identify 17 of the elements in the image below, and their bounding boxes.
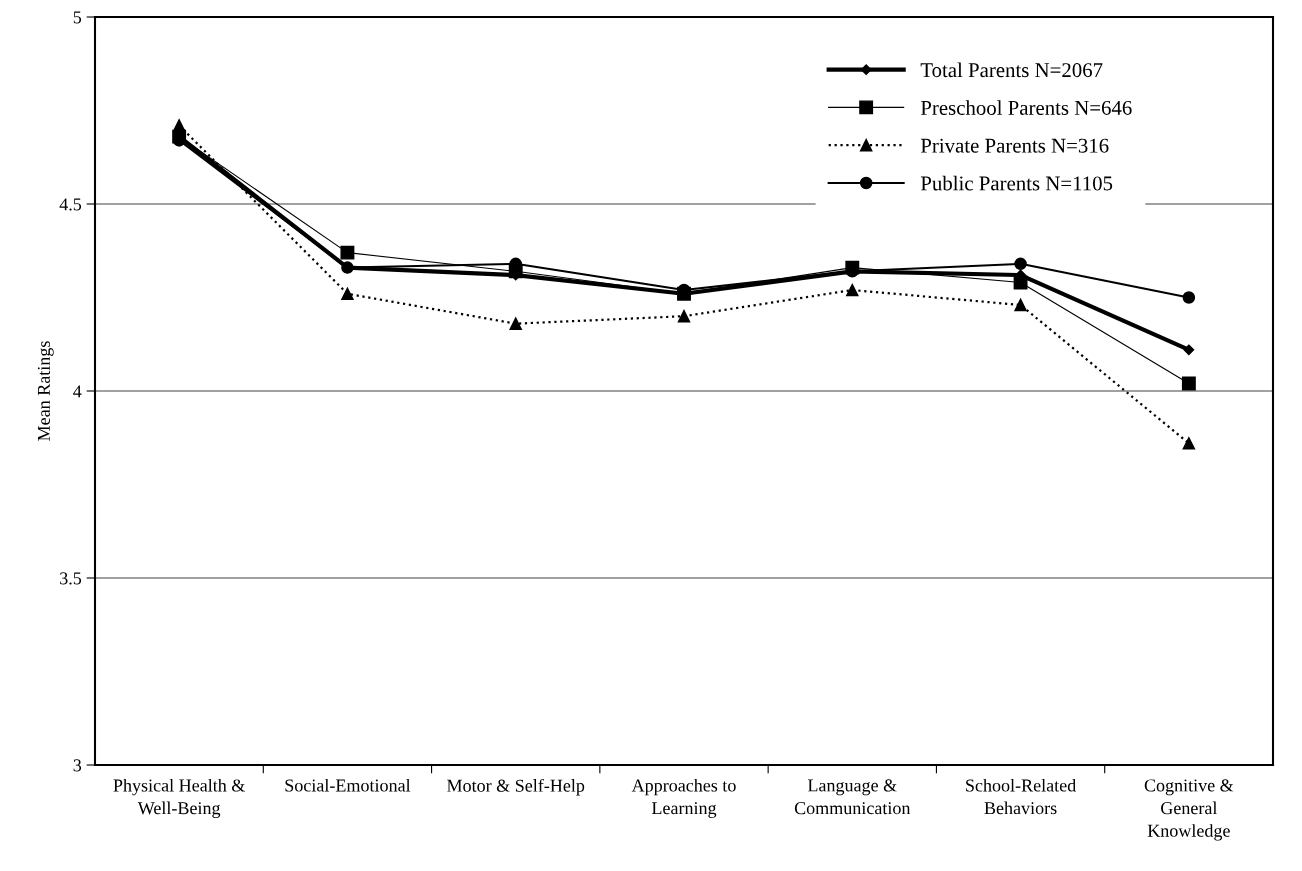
y-tick-label: 3 (73, 759, 82, 772)
x-tick-label: Language & Communication (794, 779, 911, 815)
legend-label: Public Parents N=1105 (920, 175, 1113, 191)
y-axis-title: Mean Ratings (37, 341, 54, 441)
y-tick-label: 4.5 (59, 198, 82, 211)
x-tick-label: Approaches to Learning (631, 778, 736, 818)
x-tick-label: Physical Health & Well-Being (113, 778, 246, 818)
x-tick-label: School-Related Behaviors (966, 778, 1077, 815)
x-tick-label: Cognitive & General Knowledge (1144, 779, 1234, 841)
y-tick-label: 5 (73, 11, 82, 24)
y-tick-label: 3.5 (60, 572, 82, 585)
x-tick-label: Motor & Self-Help (447, 778, 585, 796)
x-tick-label: Social-Emotional (285, 778, 411, 792)
legend-label: Total Parents N=2067 (920, 62, 1103, 78)
legend-label: Private Parents N=316 (920, 138, 1109, 153)
legend-label: Preschool Parents N=646 (920, 100, 1132, 115)
y-tick-label: 4 (73, 385, 82, 398)
